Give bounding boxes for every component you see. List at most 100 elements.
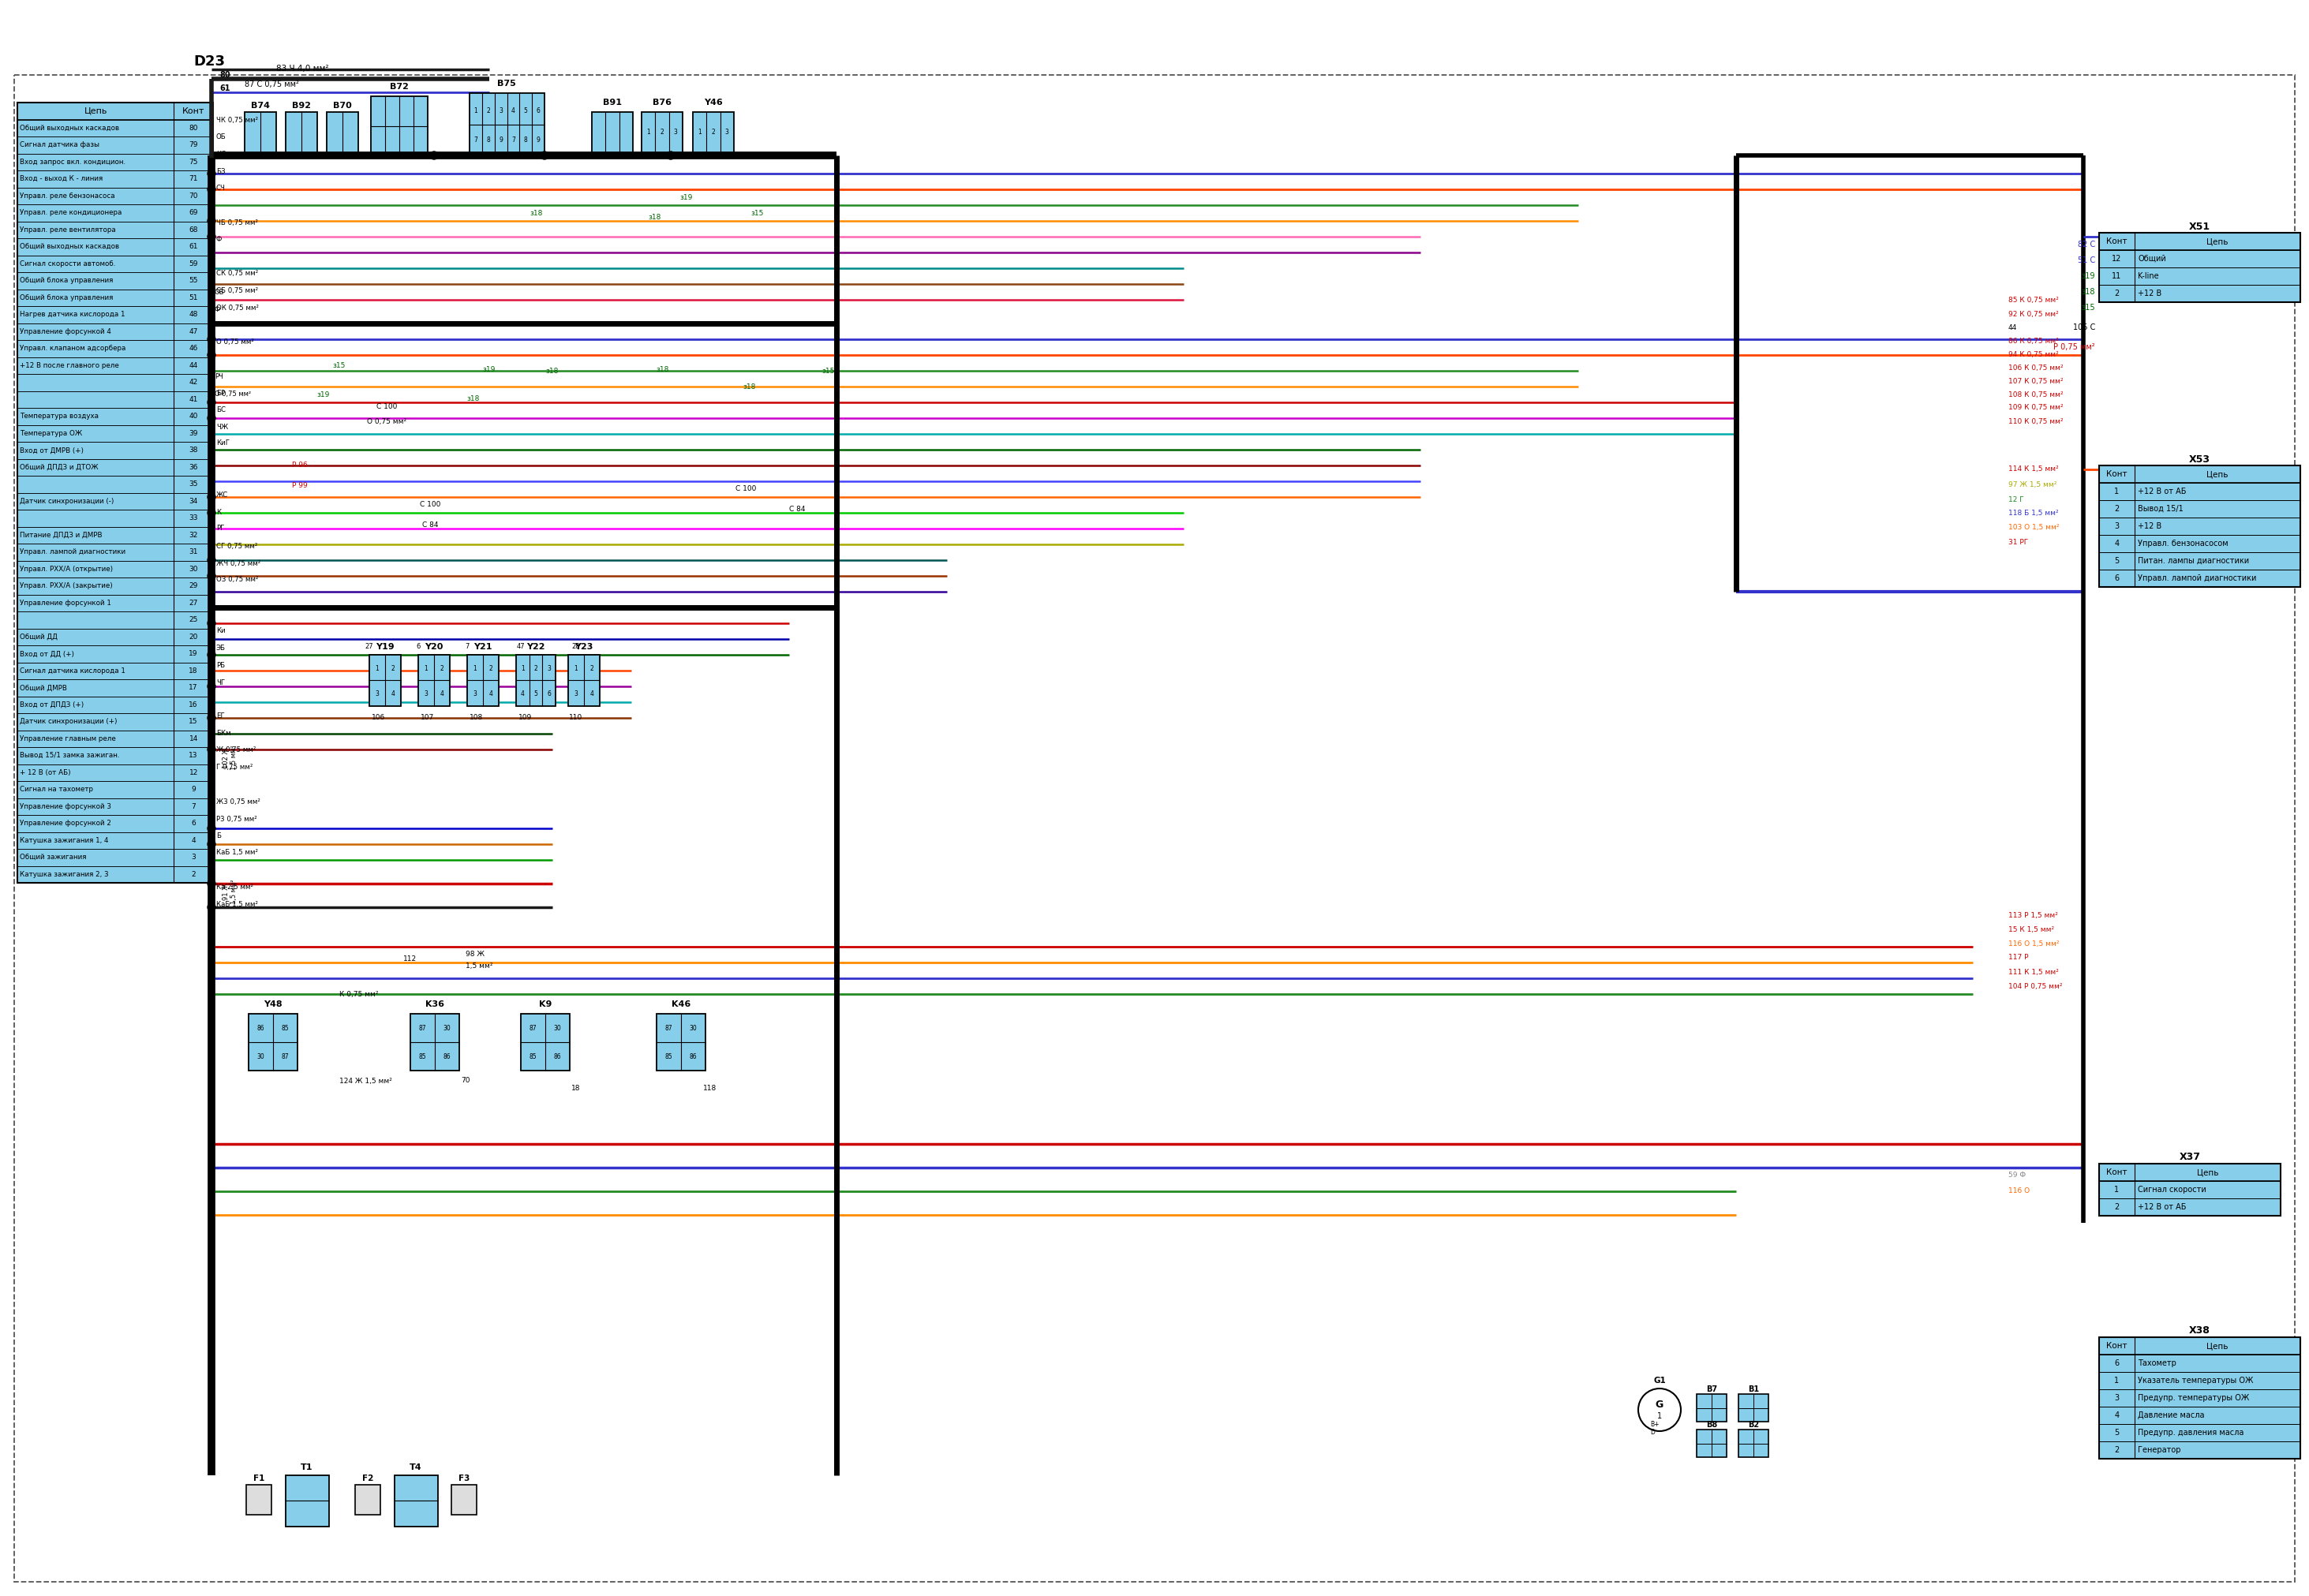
Text: С 84: С 84 bbox=[790, 506, 806, 512]
Text: ЕГ: ЕГ bbox=[217, 713, 224, 720]
Text: Вход от ДМРВ (+): Вход от ДМРВ (+) bbox=[21, 447, 83, 453]
Bar bbox=[18, 645, 212, 662]
Text: G: G bbox=[1656, 1400, 1662, 1411]
Bar bbox=[2099, 466, 2300, 484]
Text: Сигнал датчика кислорода 1: Сигнал датчика кислорода 1 bbox=[21, 667, 125, 675]
Bar bbox=[18, 153, 212, 171]
Text: 9: 9 bbox=[499, 136, 503, 144]
Text: 1,5 мм²: 1,5 мм² bbox=[466, 962, 492, 970]
Bar bbox=[2099, 233, 2300, 251]
Text: 9: 9 bbox=[192, 785, 196, 793]
Text: 80: 80 bbox=[219, 70, 231, 78]
Circle shape bbox=[208, 825, 215, 833]
Text: 116 О 1,5 мм²: 116 О 1,5 мм² bbox=[2009, 940, 2060, 946]
Text: 15 К 1,5 мм²: 15 К 1,5 мм² bbox=[2009, 926, 2055, 934]
Bar bbox=[18, 680, 212, 696]
Bar bbox=[18, 747, 212, 764]
Text: 30: 30 bbox=[443, 1025, 450, 1031]
Bar bbox=[18, 409, 212, 425]
Text: 1,5 мм²: 1,5 мм² bbox=[231, 879, 238, 903]
Bar bbox=[18, 289, 212, 306]
Bar bbox=[18, 102, 212, 883]
Text: 33: 33 bbox=[189, 514, 199, 522]
Text: 6: 6 bbox=[2115, 575, 2120, 583]
Text: Управл. лампой диагностики: Управл. лампой диагностики bbox=[21, 549, 125, 555]
Text: Сигнал скорости автомоб.: Сигнал скорости автомоб. bbox=[21, 260, 115, 267]
Bar bbox=[2099, 1373, 2300, 1389]
Text: 110: 110 bbox=[570, 715, 582, 721]
Text: Ф: Ф bbox=[215, 306, 219, 313]
Text: F3: F3 bbox=[459, 1475, 469, 1483]
Bar bbox=[469, 93, 545, 156]
Text: 12: 12 bbox=[189, 769, 199, 776]
Bar bbox=[18, 509, 212, 527]
Bar bbox=[249, 1013, 298, 1071]
Text: Конт: Конт bbox=[2106, 1168, 2127, 1176]
Text: 1: 1 bbox=[647, 128, 651, 136]
Text: Вывод 15/1 замка зажиган.: Вывод 15/1 замка зажиган. bbox=[21, 752, 120, 760]
Bar bbox=[2099, 233, 2300, 302]
Text: B+: B+ bbox=[1651, 1420, 1660, 1427]
Text: B2: B2 bbox=[1748, 1420, 1759, 1428]
Bar bbox=[18, 322, 212, 340]
Text: КС: КС bbox=[217, 150, 226, 158]
Bar bbox=[2099, 1163, 2281, 1216]
Text: з15: з15 bbox=[2080, 303, 2094, 311]
Bar bbox=[18, 238, 212, 255]
Text: Управление форсункой 1: Управление форсункой 1 bbox=[21, 600, 111, 606]
Bar bbox=[466, 654, 499, 705]
Bar bbox=[2099, 552, 2300, 570]
Bar bbox=[18, 102, 212, 120]
Text: 31: 31 bbox=[189, 549, 199, 555]
Circle shape bbox=[667, 152, 674, 160]
Text: 2: 2 bbox=[490, 666, 492, 672]
Text: Ки: Ки bbox=[217, 627, 226, 635]
Bar bbox=[18, 204, 212, 222]
Text: ОК 0,75 мм²: ОК 0,75 мм² bbox=[217, 305, 259, 311]
Bar bbox=[2099, 1337, 2300, 1459]
Text: ОБ: ОБ bbox=[217, 132, 226, 140]
Text: 104 Р 0,75 мм²: 104 Р 0,75 мм² bbox=[2009, 983, 2062, 990]
Text: ЖЧ 0,75 мм²: ЖЧ 0,75 мм² bbox=[217, 560, 261, 567]
Text: 51 С: 51 С bbox=[2078, 257, 2094, 265]
Bar bbox=[18, 120, 212, 137]
Text: 4: 4 bbox=[390, 691, 395, 697]
Text: 34: 34 bbox=[189, 498, 199, 504]
Text: 2: 2 bbox=[711, 128, 716, 136]
Text: Управл. лампой диагностики: Управл. лампой диагностики bbox=[2138, 575, 2256, 583]
Text: 68: 68 bbox=[189, 227, 199, 233]
Bar bbox=[18, 629, 212, 645]
Text: 44: 44 bbox=[2009, 324, 2018, 330]
Text: 116 О: 116 О bbox=[2009, 1187, 2030, 1195]
Text: F2: F2 bbox=[363, 1475, 374, 1483]
Bar bbox=[2099, 1181, 2281, 1199]
Text: 28: 28 bbox=[573, 643, 580, 651]
Text: 32: 32 bbox=[189, 531, 199, 538]
Text: 112: 112 bbox=[404, 954, 418, 962]
Text: 17: 17 bbox=[189, 685, 199, 691]
Bar bbox=[568, 654, 600, 705]
Circle shape bbox=[208, 233, 215, 241]
Text: С 100: С 100 bbox=[734, 485, 755, 493]
Text: Управл. реле бензонасоса: Управл. реле бензонасоса bbox=[21, 192, 115, 200]
Bar bbox=[1739, 1430, 1769, 1457]
Text: С 100: С 100 bbox=[376, 402, 397, 410]
Bar bbox=[18, 425, 212, 442]
Text: 107: 107 bbox=[420, 715, 434, 721]
Text: 6: 6 bbox=[547, 691, 552, 697]
Bar bbox=[2099, 1337, 2300, 1355]
Bar bbox=[18, 187, 212, 204]
Text: 2: 2 bbox=[2115, 1203, 2120, 1211]
Bar bbox=[2099, 1163, 2281, 1181]
Text: Давление масла: Давление масла bbox=[2138, 1411, 2205, 1419]
Bar bbox=[18, 171, 212, 187]
Text: +12 В после главного реле: +12 В после главного реле bbox=[21, 362, 120, 369]
Text: 75: 75 bbox=[189, 158, 199, 166]
Bar bbox=[369, 654, 402, 705]
Text: +12 В: +12 В bbox=[2138, 522, 2161, 530]
Text: 15: 15 bbox=[189, 718, 199, 725]
Text: B70: B70 bbox=[332, 102, 351, 110]
Bar bbox=[18, 798, 212, 816]
Text: 1: 1 bbox=[425, 666, 427, 672]
Bar bbox=[18, 222, 212, 238]
